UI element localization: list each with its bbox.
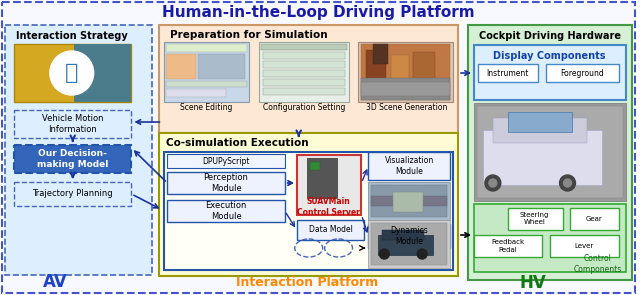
Circle shape <box>50 51 93 95</box>
Text: SUAVMain
Control Server: SUAVMain Control Server <box>297 197 360 217</box>
Text: Control
Components: Control Components <box>573 254 621 274</box>
Text: 🐍: 🐍 <box>65 63 79 83</box>
Bar <box>263 88 344 95</box>
Text: Foreground: Foreground <box>561 68 604 78</box>
Bar <box>371 185 447 217</box>
Text: Instrument: Instrument <box>486 68 529 78</box>
Bar <box>167 172 285 194</box>
Bar <box>14 145 131 173</box>
Bar <box>369 220 450 268</box>
Bar <box>468 25 632 280</box>
Bar <box>369 224 450 248</box>
Text: Trajectory Planning: Trajectory Planning <box>33 189 113 199</box>
Bar <box>159 133 458 276</box>
Circle shape <box>380 249 389 259</box>
Text: Visualization
Module: Visualization Module <box>385 156 434 176</box>
Text: Vehicle Motion
Information: Vehicle Motion Information <box>42 114 104 134</box>
Bar <box>14 44 131 102</box>
Bar <box>362 82 450 96</box>
Bar <box>394 192 423 212</box>
Bar <box>259 42 349 102</box>
Text: Co-simulation Execution: Co-simulation Execution <box>166 138 308 148</box>
Bar <box>369 152 450 180</box>
Bar <box>263 70 344 77</box>
Bar <box>508 112 573 132</box>
Bar <box>474 103 627 201</box>
Bar <box>166 89 226 97</box>
Bar <box>413 52 435 90</box>
Text: AV: AV <box>42 273 67 291</box>
Bar <box>297 155 362 215</box>
Bar <box>373 44 388 64</box>
Bar <box>166 44 247 52</box>
Circle shape <box>559 175 575 191</box>
Text: Our Decision-
making Model: Our Decision- making Model <box>37 149 108 169</box>
Bar <box>263 61 344 68</box>
Bar <box>483 130 602 185</box>
Bar <box>297 220 364 240</box>
Text: Data Model: Data Model <box>308 225 353 235</box>
Bar <box>508 208 563 230</box>
Text: Display Components: Display Components <box>493 51 606 61</box>
Bar <box>74 44 131 102</box>
Bar <box>369 182 450 220</box>
Bar <box>546 64 620 82</box>
Bar <box>166 81 247 87</box>
Bar <box>378 235 433 255</box>
Text: Interaction Strategy: Interaction Strategy <box>16 31 127 41</box>
Bar <box>371 223 447 265</box>
Bar <box>367 50 387 90</box>
Bar <box>358 42 453 102</box>
Bar <box>474 235 541 257</box>
Bar <box>263 52 344 59</box>
Text: Feedback
Pedal: Feedback Pedal <box>492 240 524 253</box>
Bar <box>382 230 424 240</box>
Bar <box>371 196 447 206</box>
Bar <box>5 25 152 275</box>
Text: Steering
Wheel: Steering Wheel <box>520 212 549 225</box>
Bar <box>307 158 337 198</box>
Bar <box>477 106 623 198</box>
Text: Perception
Module: Perception Module <box>204 173 248 193</box>
Bar <box>362 44 450 100</box>
Circle shape <box>417 249 427 259</box>
Bar <box>159 25 458 133</box>
Text: Dynamics
Module: Dynamics Module <box>390 226 428 246</box>
Bar <box>14 110 131 138</box>
Bar <box>362 78 450 100</box>
Text: Execution
Module: Execution Module <box>205 201 247 221</box>
Bar <box>391 55 409 90</box>
Text: Interaction Platform: Interaction Platform <box>236 276 378 289</box>
Bar <box>167 200 285 222</box>
Text: Scene Editing: Scene Editing <box>180 104 232 112</box>
Bar <box>474 45 627 100</box>
Bar <box>478 64 538 82</box>
Bar <box>474 204 627 272</box>
Text: DPUPyScript: DPUPyScript <box>202 157 250 165</box>
Text: Preparation for Simulation: Preparation for Simulation <box>170 30 328 40</box>
Bar <box>261 44 346 50</box>
Bar <box>166 54 196 79</box>
Circle shape <box>485 175 501 191</box>
Bar <box>550 235 620 257</box>
Text: HV: HV <box>519 274 546 292</box>
Text: Configuration Setting: Configuration Setting <box>262 104 345 112</box>
Text: Cockpit Driving Hardware: Cockpit Driving Hardware <box>479 31 621 41</box>
Text: 3D Scene Generation: 3D Scene Generation <box>365 104 447 112</box>
Circle shape <box>489 179 497 187</box>
Bar <box>14 182 131 206</box>
Text: Lever: Lever <box>575 243 594 249</box>
Bar <box>493 118 588 143</box>
Circle shape <box>564 179 572 187</box>
Bar <box>263 79 344 86</box>
Bar <box>164 42 249 102</box>
Bar <box>167 154 285 168</box>
Bar <box>310 162 319 170</box>
Bar <box>198 54 245 79</box>
Bar <box>164 152 453 270</box>
Text: Human-in-the-Loop Driving Platform: Human-in-the-Loop Driving Platform <box>163 6 475 20</box>
Text: Gear: Gear <box>586 216 603 222</box>
Bar <box>570 208 620 230</box>
